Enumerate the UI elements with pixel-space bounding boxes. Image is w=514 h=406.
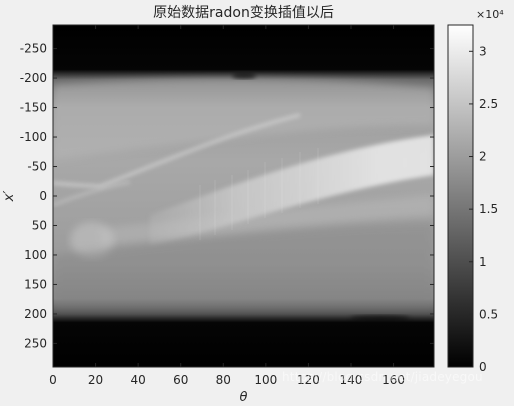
y-tick-label: -250	[20, 42, 47, 56]
x-tick-label: 40	[130, 373, 145, 387]
chart-title: 原始数据radon变换插值以后	[153, 4, 334, 21]
x-tick-label: 0	[49, 373, 57, 387]
y-tick-label: 0	[39, 189, 47, 203]
colorbar-tick-label: 1.5	[479, 202, 498, 216]
y-tick-label: -100	[20, 130, 47, 144]
colorbar-tick-label: 2	[479, 150, 487, 164]
y-axis-label: x′	[2, 191, 17, 203]
colorbar-tick-label: 3	[479, 44, 487, 58]
colorbar	[447, 24, 474, 368]
colorbar-exponent: ×10⁴	[476, 8, 504, 21]
colorbar-tick-label: 2.5	[479, 97, 498, 111]
x-tick-label: 120	[297, 373, 320, 387]
x-tick-label: 80	[216, 373, 231, 387]
y-tick-label: -150	[20, 101, 47, 115]
x-axis-label: θ	[240, 390, 248, 402]
x-tick-label: 100	[254, 373, 277, 387]
x-tick-label: 160	[382, 373, 405, 387]
x-tick-label: 60	[173, 373, 188, 387]
colorbar-tick-label: 1	[479, 255, 487, 269]
y-tick-label: 100	[24, 248, 47, 262]
colorbar-tick-label: 0	[479, 360, 487, 374]
colorbar-tick-label: 0.5	[479, 307, 498, 321]
sinogram-image	[53, 25, 434, 367]
x-tick-label: 20	[88, 373, 103, 387]
y-tick-label: 250	[24, 336, 47, 350]
y-tick-label: 200	[24, 307, 47, 321]
y-tick-label: 150	[24, 277, 47, 291]
y-tick-label: -200	[20, 71, 47, 85]
x-tick-label: 140	[340, 373, 363, 387]
y-tick-label: 50	[32, 218, 47, 232]
y-tick-label: -50	[27, 160, 47, 174]
